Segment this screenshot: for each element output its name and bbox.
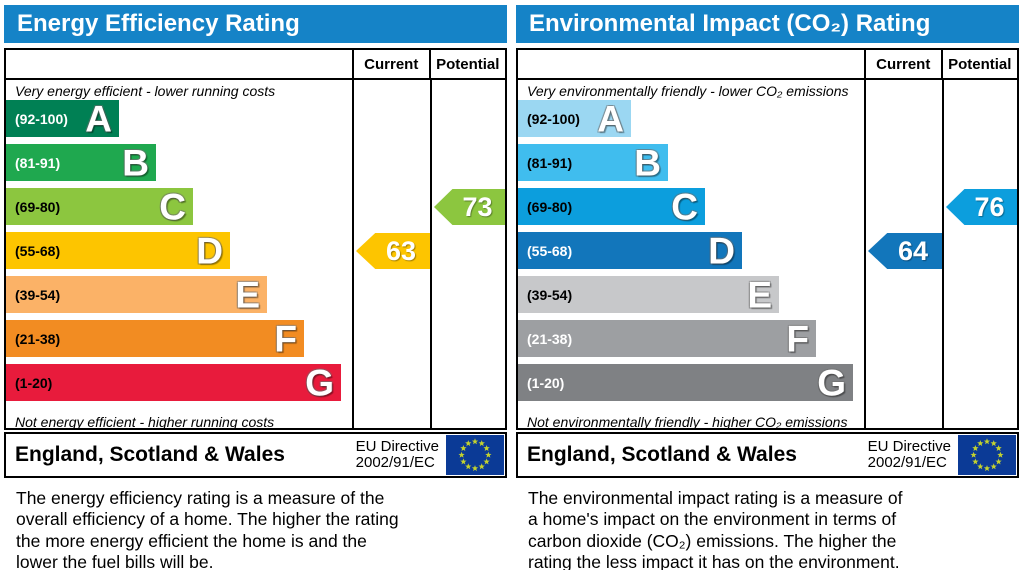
chart-header-spacer (6, 50, 352, 78)
band-letter: C (671, 186, 698, 227)
band-letter: B (122, 142, 149, 183)
band-row-b: (81-91) B (6, 144, 156, 181)
potential-rating-arrow: 73 (434, 189, 505, 225)
current-column-header: Current (352, 50, 429, 78)
band-letter: D (708, 230, 735, 271)
band-letter: F (274, 318, 297, 359)
band-range-label: (21-38) (15, 330, 61, 347)
region-footer: England, Scotland & Wales EU Directive 2… (4, 432, 507, 478)
band-range-label: (55-68) (15, 242, 61, 259)
band-range-label: (1-20) (527, 374, 565, 391)
band-letter: G (305, 362, 334, 403)
band-row-g: (1-20) G (6, 364, 341, 401)
band-range-label: (21-38) (527, 330, 573, 347)
band-letter: E (235, 274, 260, 315)
band-row-c: (69-80) C (6, 188, 193, 225)
band-range-label: (92-100) (527, 110, 580, 127)
panel-description: The energy efficiency rating is a measur… (16, 488, 399, 570)
band-letter: G (817, 362, 846, 403)
potential-rating-arrow: 76 (946, 189, 1017, 225)
environmental-rating-chart: Current Potential Very environmentally f… (516, 48, 1019, 430)
potential-rating-value: 73 (462, 191, 493, 222)
chart-header-row: Current Potential (6, 50, 505, 80)
current-rating-arrow: 64 (868, 233, 942, 269)
eu-directive-label: EU Directive 2002/91/EC (355, 437, 439, 471)
band-range-label: (39-54) (527, 286, 573, 303)
band-row-f: (21-38) F (6, 320, 304, 357)
band-range-label: (39-54) (15, 286, 61, 303)
chart-header-row: Current Potential (518, 50, 1017, 80)
band-letter: A (597, 98, 624, 139)
top-note: Very energy efficient - lower running co… (15, 83, 276, 99)
band-row-a: (92-100) A (518, 100, 631, 137)
band-row-e: (39-54) E (6, 276, 267, 313)
panel-title: Environmental Impact (CO₂) Rating (516, 5, 1019, 43)
band-range-label: (81-91) (527, 154, 573, 171)
band-row-d: (55-68) D (518, 232, 742, 269)
column-divider (942, 80, 944, 428)
band-letter: E (747, 274, 772, 315)
chart-header-spacer (518, 50, 864, 78)
potential-column-header: Potential (940, 50, 1018, 78)
panel-description: The environmental impact rating is a mea… (528, 488, 903, 570)
band-letter: C (159, 186, 186, 227)
column-divider (430, 80, 432, 428)
chart-body: Very environmentally friendly - lower CO… (518, 80, 1017, 430)
band-letter: A (85, 98, 112, 139)
environmental-impact-panel: Environmental Impact (CO₂) Rating Curren… (516, 5, 1019, 570)
eu-directive-label: EU Directive 2002/91/EC (867, 437, 951, 471)
panel-title: Energy Efficiency Rating (4, 5, 507, 43)
band-row-e: (39-54) E (518, 276, 779, 313)
region-label: England, Scotland & Wales (15, 443, 285, 466)
current-rating-value: 64 (897, 235, 929, 266)
top-note: Very environmentally friendly - lower CO… (527, 83, 849, 99)
region-footer: England, Scotland & Wales EU Directive 2… (516, 432, 1019, 478)
bottom-note: Not environmentally friendly - higher CO… (527, 414, 848, 430)
band-range-label: (81-91) (15, 154, 61, 171)
potential-column-header: Potential (428, 50, 506, 78)
band-letter: D (196, 230, 223, 271)
band-range-label: (1-20) (15, 374, 53, 391)
band-range-label: (69-80) (15, 198, 61, 215)
band-row-a: (92-100) A (6, 100, 119, 137)
band-range-label: (55-68) (527, 242, 573, 259)
column-divider (352, 80, 354, 428)
current-rating-arrow: 63 (356, 233, 430, 269)
band-row-b: (81-91) B (518, 144, 668, 181)
current-rating-value: 63 (385, 235, 417, 266)
current-column-header: Current (864, 50, 941, 78)
band-row-f: (21-38) F (518, 320, 816, 357)
band-row-g: (1-20) G (518, 364, 853, 401)
band-range-label: (69-80) (527, 198, 573, 215)
energy-efficiency-panel: Energy Efficiency Rating Current Potenti… (4, 5, 507, 570)
band-letter: B (634, 142, 661, 183)
eu-flag-icon (446, 435, 504, 475)
energy-rating-chart: Current Potential Very energy efficient … (4, 48, 507, 430)
column-divider (864, 80, 866, 428)
potential-rating-value: 76 (974, 191, 1005, 222)
region-label: England, Scotland & Wales (527, 443, 797, 466)
band-row-c: (69-80) C (518, 188, 705, 225)
bottom-note: Not energy efficient - higher running co… (15, 414, 275, 430)
chart-body: Very energy efficient - lower running co… (6, 80, 505, 430)
band-range-label: (92-100) (15, 110, 68, 127)
band-letter: F (786, 318, 809, 359)
eu-flag-icon (958, 435, 1016, 475)
band-row-d: (55-68) D (6, 232, 230, 269)
